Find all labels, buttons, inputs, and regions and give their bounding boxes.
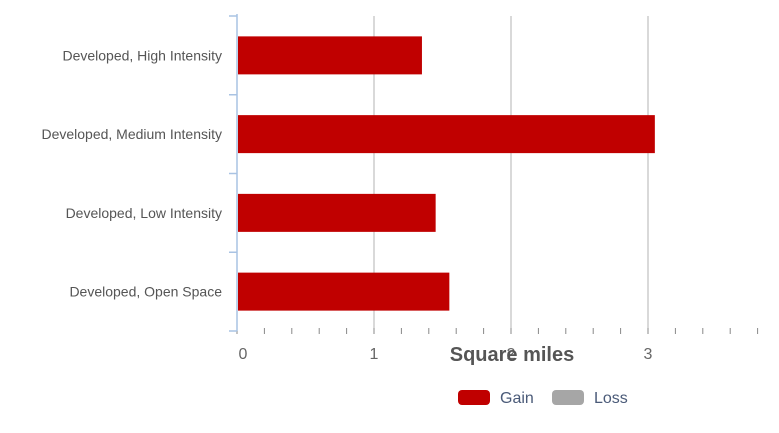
- bars: [238, 36, 655, 311]
- x-tick-label: 2: [507, 346, 516, 363]
- category-label: Developed, High Intensity: [62, 47, 222, 63]
- x-tick-labels: 01234: [239, 346, 653, 363]
- legend-swatch-gain: [458, 390, 490, 405]
- legend-label-loss: Loss: [594, 390, 628, 407]
- category-label: Developed, Open Space: [69, 284, 222, 300]
- axes: [229, 14, 759, 334]
- category-label: Developed, Medium Intensity: [41, 126, 222, 142]
- x-tick-label: 1: [370, 346, 379, 363]
- legend: Gain Loss: [458, 390, 628, 407]
- legend-label-gain: Gain: [500, 390, 534, 407]
- x-tick-label: 0: [239, 346, 248, 363]
- x-axis-title: Square miles: [450, 344, 575, 366]
- bar-gain: [238, 272, 450, 311]
- x-tick-label: 3: [644, 346, 653, 363]
- bar-gain: [238, 115, 655, 154]
- category-labels: Developed, High Intensity Developed, Medi…: [41, 47, 222, 299]
- category-label: Developed, Low Intensity: [66, 205, 222, 221]
- legend-swatch-loss: [552, 390, 584, 405]
- bar-gain: [238, 36, 422, 75]
- bar-gain: [238, 193, 436, 232]
